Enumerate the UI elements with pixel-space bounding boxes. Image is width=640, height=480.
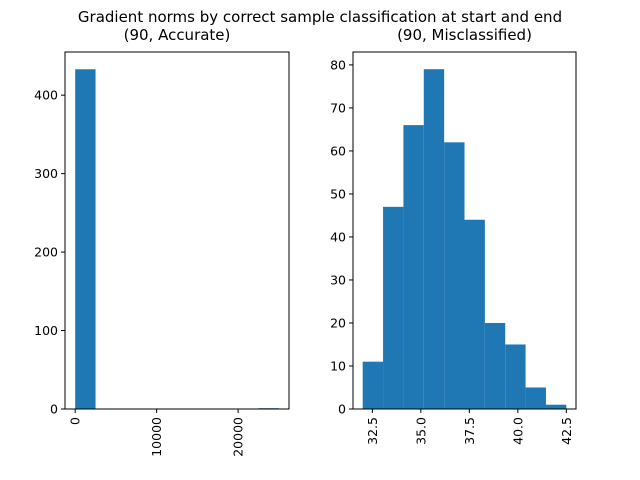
y-tick-label-misclassified-2: 20 (330, 315, 346, 330)
y-tick-label-misclassified-0: 0 (338, 402, 346, 417)
y-tick-label-misclassified-4: 40 (330, 229, 346, 244)
y-tick-label-accurate-2: 200 (34, 245, 58, 260)
histogram-bar-misclassified-2 (403, 125, 424, 409)
x-tick-label-misclassified-2: 37.5 (462, 417, 477, 445)
y-tick-label-accurate-4: 400 (34, 88, 58, 103)
histogram-bar-misclassified-5 (464, 219, 485, 409)
axes-frame-misclassified (352, 51, 577, 410)
histogram-bar-misclassified-6 (484, 322, 506, 409)
y-tick-label-misclassified-6: 60 (330, 143, 346, 158)
y-tick-label-misclassified-7: 70 (330, 100, 346, 115)
subplot-title-misclassified: (90, Misclassified) (397, 26, 532, 44)
subplot-misclassified: (90, Misclassified) 0 10 20 30 40 50 60 70 80 32.… (330, 26, 577, 445)
y-tick-label-misclassified-1: 10 (330, 358, 346, 373)
y-tick-label-accurate-0: 0 (50, 402, 58, 417)
x-tick-label-accurate-2: 20000 (231, 417, 246, 457)
y-tick-label-accurate-3: 300 (34, 166, 58, 181)
x-tick-label-misclassified-3: 40.0 (510, 417, 525, 445)
histogram-bar-misclassified-0 (362, 361, 384, 409)
x-tick-label-accurate-1: 10000 (149, 417, 164, 457)
histogram-bar-misclassified-1 (383, 206, 404, 409)
y-tick-label-accurate-1: 100 (34, 323, 58, 338)
axes-frame-accurate (64, 51, 290, 410)
x-tick-label-accurate-0: 0 (68, 417, 83, 425)
y-tick-label-misclassified-3: 30 (330, 272, 346, 287)
x-tick-label-misclassified-0: 32.5 (365, 417, 380, 445)
histogram-bar-misclassified-4 (444, 142, 465, 409)
histogram-bar-misclassified-8 (525, 387, 546, 409)
histogram-bar-misclassified-3 (423, 69, 445, 409)
subplot-accurate: (90, Accurate) 0 100 200 300 400 0 10000 20000 (34, 26, 290, 457)
subplot-title-accurate: (90, Accurate) (124, 26, 231, 44)
figure-suptitle: Gradient norms by correct sample classif… (78, 8, 562, 26)
x-tick-label-misclassified-1: 35.0 (413, 417, 428, 445)
histogram-bar-misclassified-7 (505, 344, 526, 409)
y-tick-label-misclassified-8: 80 (330, 57, 346, 72)
x-tick-label-misclassified-4: 42.5 (559, 417, 574, 445)
histogram-bar-accurate-0 (75, 69, 96, 409)
histogram-bar-misclassified-9 (545, 404, 567, 409)
y-tick-label-misclassified-5: 50 (330, 186, 346, 201)
